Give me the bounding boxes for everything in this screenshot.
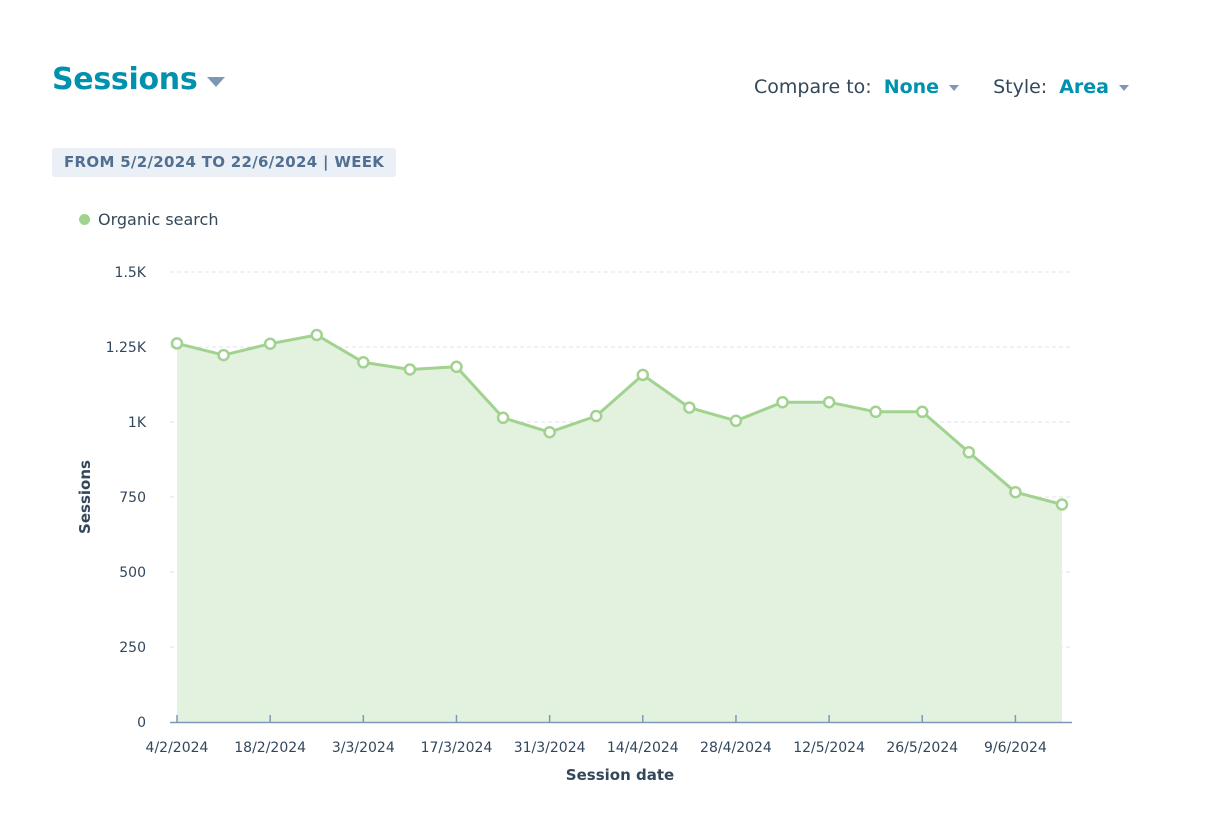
data-point [357, 356, 370, 369]
data-point [263, 337, 277, 350]
chevron-down-icon [949, 85, 960, 91]
x-tick-label: 31/3/2024 [514, 740, 586, 756]
y-axis-title: Sessions [76, 460, 94, 534]
data-point [869, 405, 882, 419]
x-tick-label: 28/4/2024 [700, 740, 772, 756]
data-point [822, 395, 836, 409]
y-tick-label: 1.25K [106, 340, 147, 356]
chart-title: Sessions [52, 62, 198, 97]
data-point [683, 401, 696, 414]
x-tick-label: 14/4/2024 [607, 740, 679, 756]
y-tick-label: 1K [128, 415, 147, 431]
data-point [776, 395, 789, 409]
y-tick-label: 1.5K [115, 265, 147, 281]
data-point [1055, 498, 1069, 511]
data-point [450, 360, 463, 374]
data-point [729, 414, 743, 428]
x-tick-label: 4/2/2024 [146, 740, 209, 756]
series-area [177, 335, 1062, 722]
style-value: Area [1059, 76, 1109, 98]
x-tick-label: 18/2/2024 [234, 740, 306, 756]
data-point [217, 348, 230, 362]
legend-swatch [79, 214, 90, 225]
compare-to-dropdown[interactable]: Compare to: None [754, 76, 960, 98]
x-tick-label: 9/6/2024 [984, 740, 1047, 756]
data-point [170, 337, 184, 350]
chart-controls: Compare to: None Style: Area [754, 76, 1129, 98]
y-tick-label: 250 [119, 640, 146, 656]
legend-label: Organic search [98, 210, 219, 229]
data-point [916, 405, 929, 419]
data-point [496, 411, 510, 425]
x-tick-label: 3/3/2024 [332, 740, 395, 756]
y-tick-label: 500 [119, 565, 146, 581]
compare-to-value: None [883, 76, 940, 98]
style-label: Style: [993, 76, 1048, 98]
chevron-down-icon [207, 76, 226, 87]
compare-to-label: Compare to: [754, 76, 872, 98]
x-tick-label: 17/3/2024 [421, 740, 493, 756]
data-point [543, 425, 556, 439]
style-dropdown[interactable]: Style: Area [993, 76, 1129, 98]
data-point [636, 368, 650, 382]
data-point [310, 328, 323, 342]
date-range-badge: FROM 5/2/2024 TO 22/6/2024 | WEEK [52, 148, 397, 177]
y-tick-label: 750 [119, 490, 146, 506]
data-point [962, 446, 976, 459]
chart-title-dropdown[interactable]: Sessions [52, 62, 226, 97]
x-tick-label: 12/5/2024 [793, 740, 865, 756]
x-tick-label: 26/5/2024 [886, 740, 958, 756]
x-axis-title: Session date [566, 766, 674, 784]
data-point [1009, 485, 1022, 499]
series-line [176, 333, 1063, 506]
data-point [403, 363, 417, 376]
y-tick-label: 0 [137, 715, 146, 731]
chart-legend: Organic search [79, 210, 218, 229]
data-point [589, 409, 603, 423]
chevron-down-icon [1119, 85, 1129, 91]
